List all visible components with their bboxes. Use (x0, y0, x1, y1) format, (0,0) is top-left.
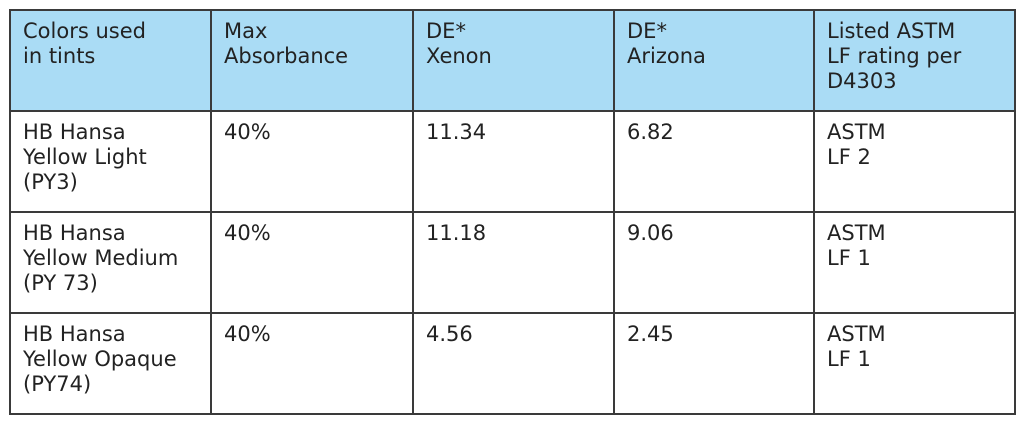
table-cell: ASTM LF 2 (813, 110, 1016, 213)
header-cell: DE* Xenon (412, 9, 615, 112)
table-cell: HB Hansa Yellow Opaque (PY74) (9, 312, 212, 415)
cell-line: Arizona (627, 44, 706, 68)
table-row: HB Hansa Yellow Medium (PY 73) 40% 11.18 9.06… (9, 211, 1016, 314)
cell-line: Xenon (426, 44, 492, 68)
cell-line: Yellow Opaque (23, 347, 177, 371)
cell-line: 2.45 (627, 322, 674, 346)
cell-line: 11.34 (426, 120, 487, 144)
cell-line: Max (224, 19, 268, 43)
table-cell: 6.82 (613, 110, 815, 213)
header-cell: DE* Arizona (613, 9, 815, 112)
header-cell: Max Absorbance (210, 9, 414, 112)
cell-line: ASTM (827, 322, 886, 346)
table-cell: 4.56 (412, 312, 615, 415)
cell-line: (PY74) (23, 372, 92, 396)
cell-line: ASTM (827, 120, 886, 144)
table-cell: 11.18 (412, 211, 615, 314)
cell-line: HB Hansa (23, 322, 126, 346)
cell-line: LF 1 (827, 246, 871, 270)
cell-line: HB Hansa (23, 221, 126, 245)
table-cell: HB Hansa Yellow Light (PY3) (9, 110, 212, 213)
table-cell: 2.45 (613, 312, 815, 415)
cell-line: D4303 (827, 69, 897, 93)
cell-line: Colors used (23, 19, 146, 43)
cell-line: Yellow Medium (23, 246, 179, 270)
cell-line: 40% (224, 221, 271, 245)
cell-line: Listed ASTM (827, 19, 956, 43)
table-row: HB Hansa Yellow Opaque (PY74) 40% 4.56 2.45 AS… (9, 312, 1016, 415)
cell-line: LF 1 (827, 347, 871, 371)
header-cell: Colors used in tints (9, 9, 212, 112)
cell-line: in tints (23, 44, 96, 68)
table-cell: ASTM LF 1 (813, 211, 1016, 314)
table-cell: 11.34 (412, 110, 615, 213)
cell-line: LF rating per (827, 44, 962, 68)
table-cell: 40% (210, 211, 414, 314)
cell-line: Absorbance (224, 44, 349, 68)
cell-line: LF 2 (827, 145, 871, 169)
table-cell: HB Hansa Yellow Medium (PY 73) (9, 211, 212, 314)
cell-line: 9.06 (627, 221, 674, 245)
cell-line: 40% (224, 322, 271, 346)
table-cell: 40% (210, 110, 414, 213)
cell-line: DE* (426, 19, 466, 43)
cell-line: HB Hansa (23, 120, 126, 144)
header-cell: Listed ASTM LF rating per D4303 (813, 9, 1016, 112)
cell-line: 11.18 (426, 221, 487, 245)
cell-line: 6.82 (627, 120, 674, 144)
header-row: Colors used in tints Max Absorbance DE* Xenon… (9, 9, 1016, 112)
table-cell: 40% (210, 312, 414, 415)
table-cell: ASTM LF 1 (813, 312, 1016, 415)
table-row: HB Hansa Yellow Light (PY3) 40% 11.34 6.82 AST… (9, 110, 1016, 213)
data-table: Colors used in tints Max Absorbance DE* Xenon… (9, 9, 1016, 415)
cell-line: Yellow Light (23, 145, 147, 169)
cell-line: 40% (224, 120, 271, 144)
cell-line: 4.56 (426, 322, 473, 346)
table-body: HB Hansa Yellow Light (PY3) 40% 11.34 6.82 AST… (9, 110, 1016, 415)
cell-line: (PY 73) (23, 271, 98, 295)
cell-line: ASTM (827, 221, 886, 245)
table-cell: 9.06 (613, 211, 815, 314)
cell-line: DE* (627, 19, 667, 43)
cell-line: (PY3) (23, 170, 78, 194)
